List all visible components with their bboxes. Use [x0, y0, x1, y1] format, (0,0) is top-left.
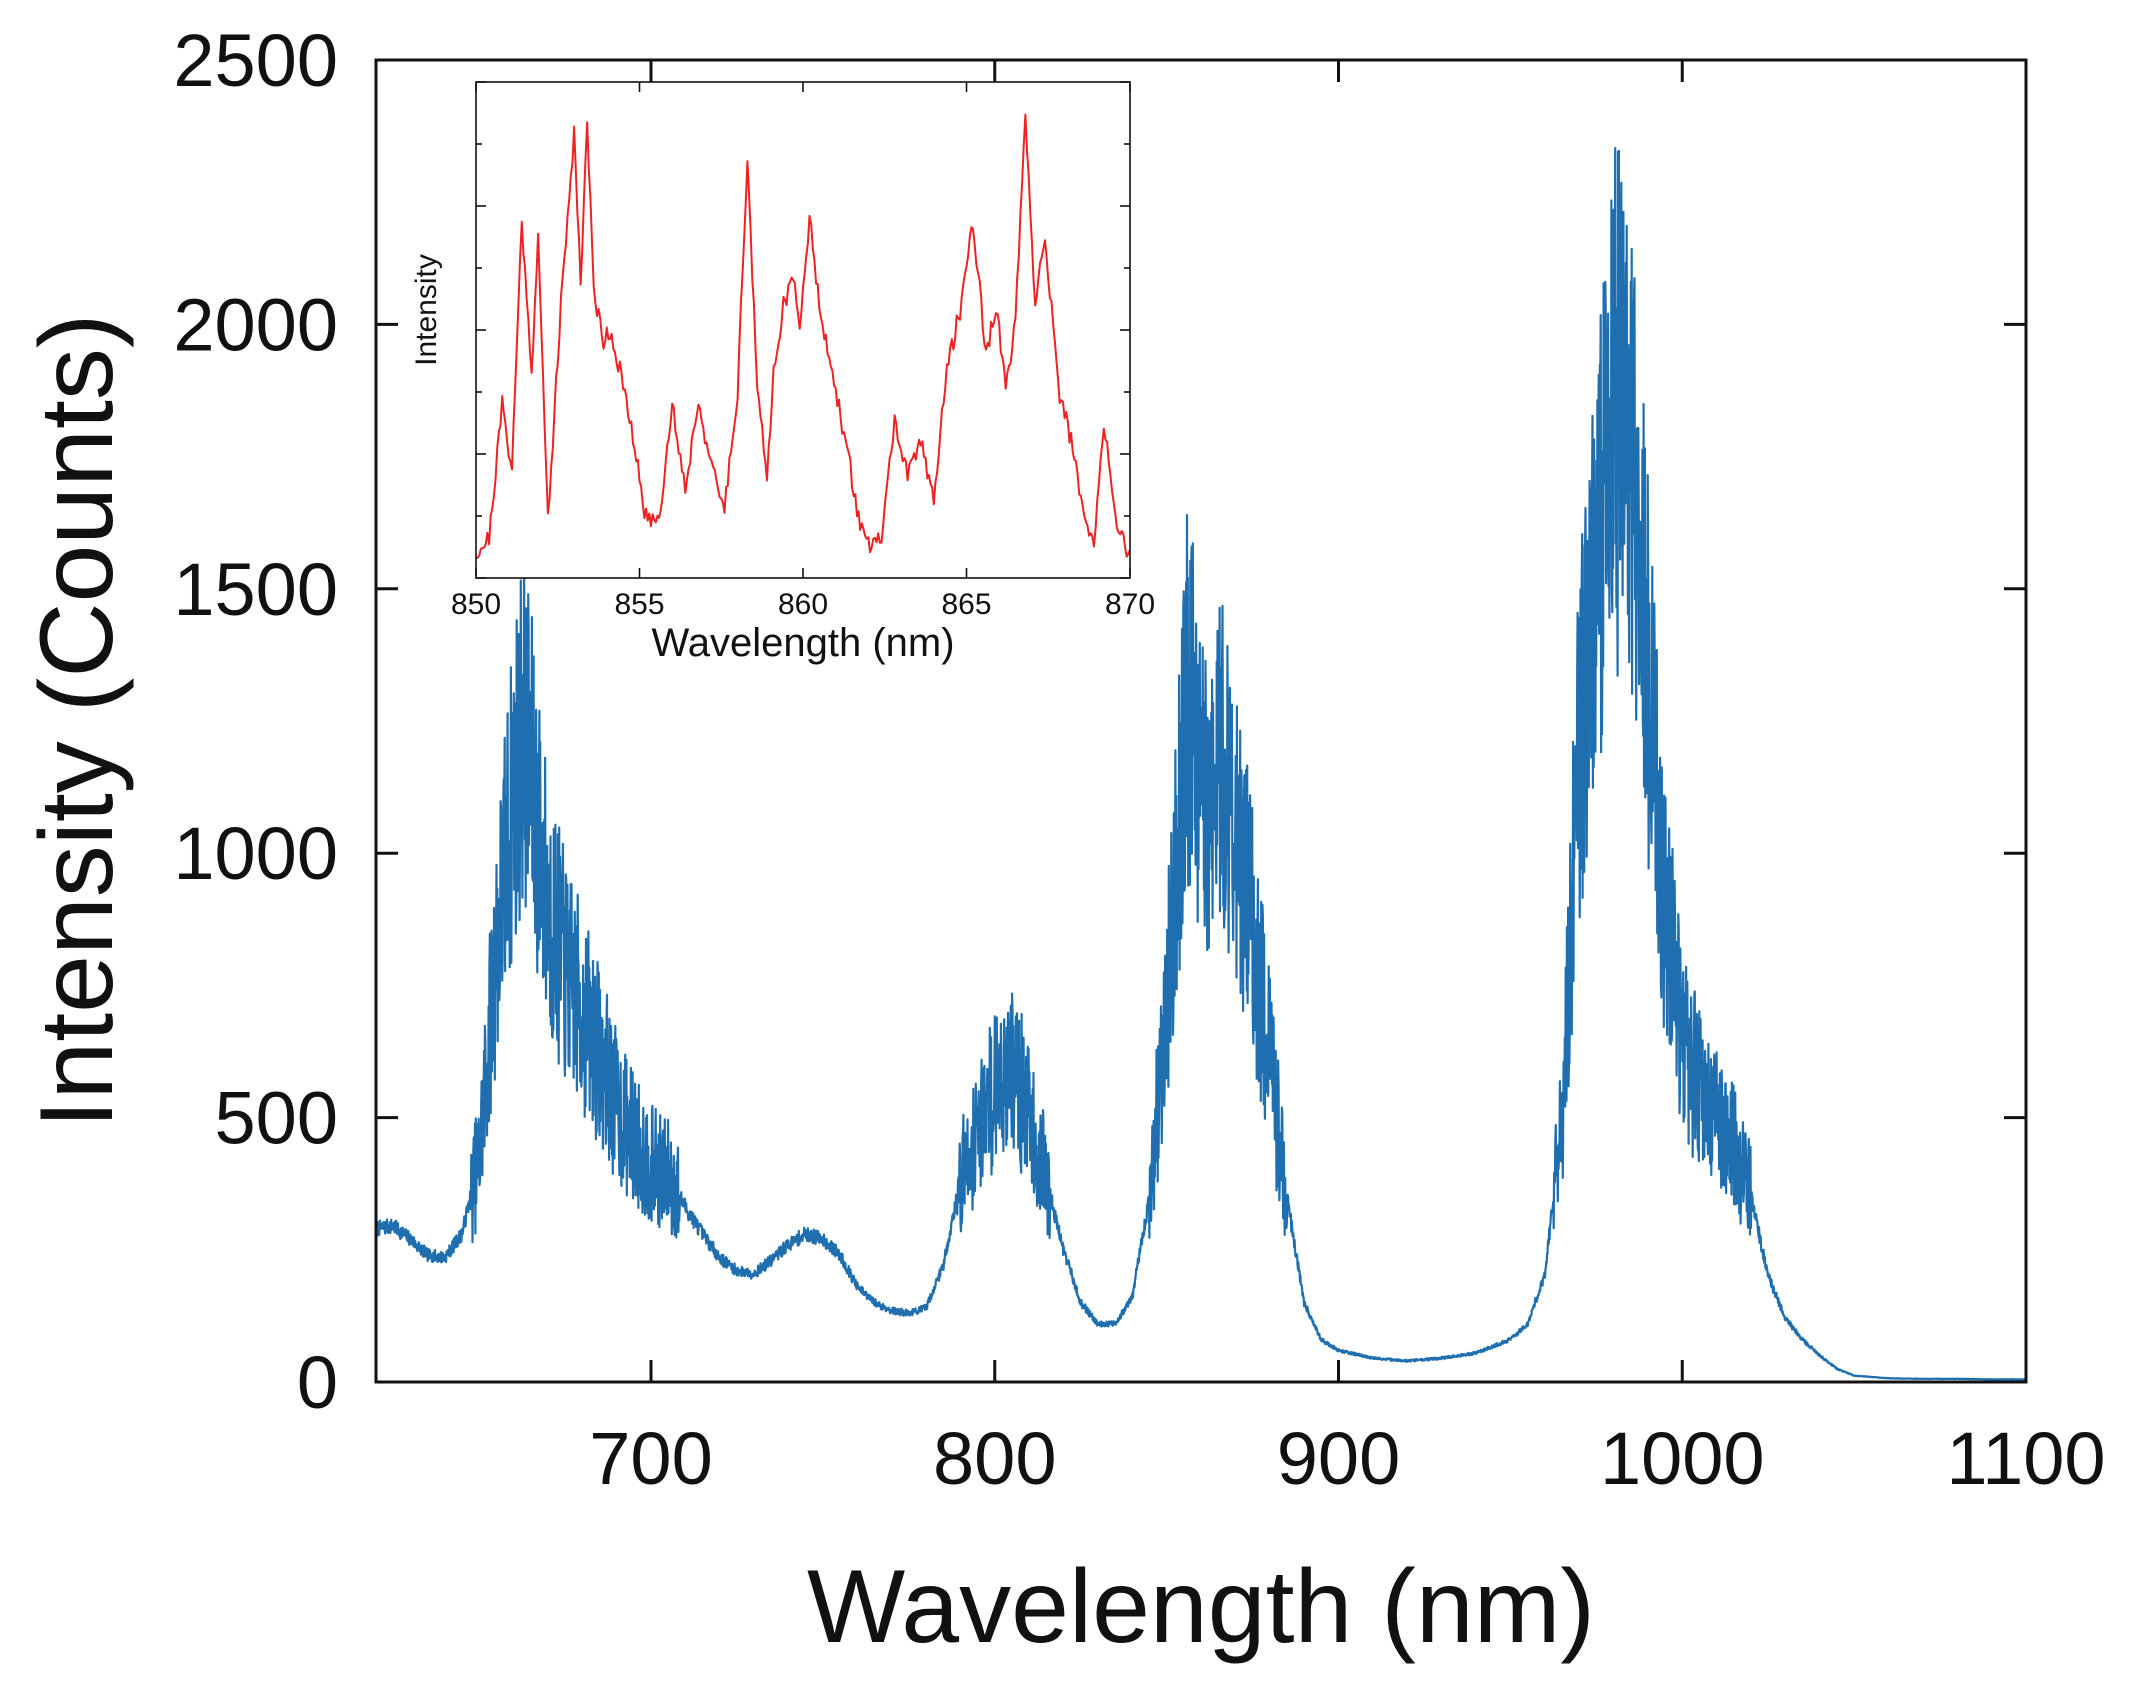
inset-chart: 850 855 860 865 870 Wavelength (nm) Intensit…: [410, 81, 1155, 665]
main-spectrum-line: [376, 147, 2026, 1381]
main-plot-area: [376, 147, 2026, 1381]
inset-background: [476, 82, 1130, 578]
inset-x-axis-label: Wavelength (nm): [651, 621, 954, 665]
inset-x-tick-label: 865: [941, 588, 991, 621]
main-x-tick-label: 1000: [1600, 1417, 1765, 1500]
main-x-tick-label: 900: [1277, 1417, 1400, 1500]
inset-spectrum-line: [476, 113, 1130, 560]
inset-y-axis-label: Intensity: [410, 254, 443, 366]
main-x-tick-label: 700: [589, 1417, 712, 1500]
main-x-ticks: 700 800 900 1000 1100: [589, 60, 2106, 1500]
main-y-tick-label: 2500: [173, 19, 338, 102]
main-y-axis-label: Intensity (Counts): [19, 314, 135, 1129]
main-y-ticks: 0 500 1000 1500 2000 2500: [173, 19, 2026, 1424]
main-y-tick-label: 0: [297, 1341, 338, 1424]
inset-x-tick-label: 870: [1105, 588, 1155, 621]
inset-x-ticks: 850 855 860 865 870: [451, 82, 1155, 621]
main-plot-frame: [374, 58, 2028, 1384]
inset-y-ticks: [476, 81, 1130, 579]
inset-x-tick-label: 855: [614, 588, 664, 621]
main-y-tick-label: 2000: [173, 283, 338, 366]
inset-x-tick-label: 850: [451, 588, 501, 621]
main-y-tick-label: 1500: [173, 548, 338, 631]
main-x-axis-label: Wavelength (nm): [807, 1549, 1595, 1665]
main-y-tick-label: 1000: [173, 812, 338, 895]
main-chart: 700 800 900 1000 1100 0 500 1000 1500 2000 2500 W…: [19, 19, 2106, 1665]
inset-x-tick-label: 860: [778, 588, 828, 621]
main-y-tick-label: 500: [215, 1077, 338, 1160]
main-x-tick-label: 1100: [1946, 1417, 2105, 1500]
main-x-tick-label: 800: [933, 1417, 1056, 1500]
